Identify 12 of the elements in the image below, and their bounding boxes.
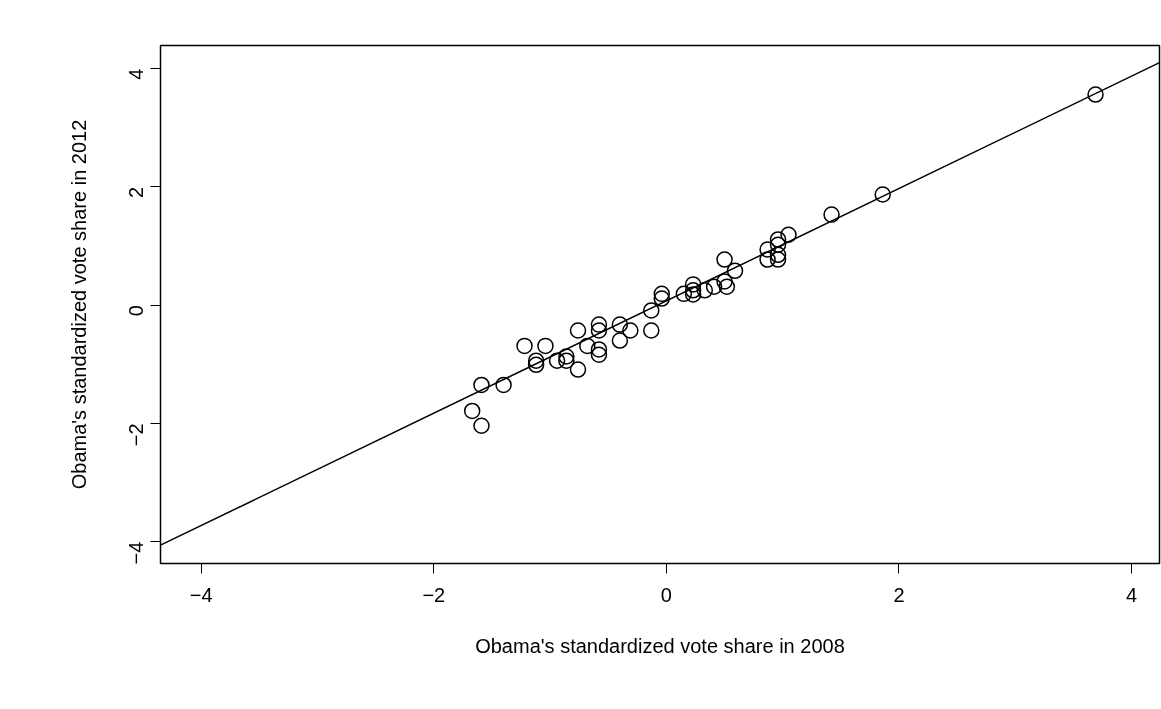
y-tick-label: 0 bbox=[125, 305, 148, 317]
x-tick-label: 4 bbox=[1126, 583, 1138, 606]
x-axis-title: Obama's standardized vote share in 2008 bbox=[475, 634, 845, 657]
y-axis-title: Obama's standardized vote share in 2012 bbox=[67, 119, 90, 490]
x-tick-label: −2 bbox=[422, 583, 446, 606]
y-tick-label: −4 bbox=[125, 541, 148, 565]
x-tick-label: 0 bbox=[660, 583, 672, 606]
y-tick-label: 4 bbox=[125, 68, 148, 80]
x-tick-label: 2 bbox=[893, 583, 905, 606]
x-tick-label: −4 bbox=[189, 583, 213, 606]
y-tick-label: −2 bbox=[125, 423, 148, 447]
y-tick-label: 2 bbox=[125, 186, 148, 198]
